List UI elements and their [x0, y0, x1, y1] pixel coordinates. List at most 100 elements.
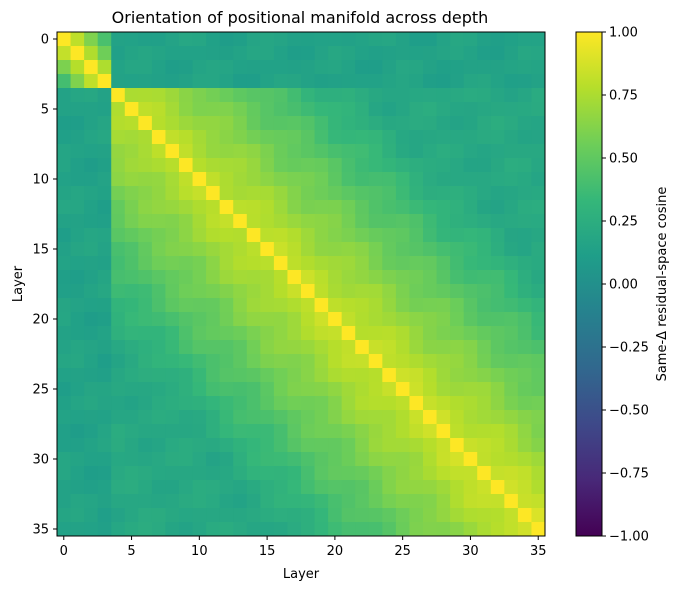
heatmap-cell	[138, 508, 153, 523]
heatmap-cell	[436, 228, 451, 243]
heatmap-cell	[355, 424, 370, 439]
heatmap-cell	[151, 102, 166, 117]
heatmap-cell	[355, 368, 370, 383]
heatmap-cell	[436, 172, 451, 187]
heatmap-cell	[423, 74, 438, 89]
heatmap-cell	[179, 340, 194, 355]
heatmap-cell	[179, 438, 194, 453]
heatmap-cell	[436, 32, 451, 47]
heatmap-cell	[151, 508, 166, 523]
heatmap-cell	[219, 340, 234, 355]
heatmap-cell	[246, 270, 261, 285]
heatmap-cell	[219, 228, 234, 243]
heatmap-cell	[463, 312, 478, 327]
y-tick-label: 15	[32, 243, 49, 258]
heatmap-cell	[233, 354, 248, 369]
heatmap-cell	[138, 46, 153, 61]
heatmap-cell	[517, 60, 532, 75]
heatmap-cell	[233, 452, 248, 467]
heatmap-cell	[179, 130, 194, 145]
heatmap-cell	[287, 410, 302, 425]
heatmap-cell	[504, 256, 519, 271]
heatmap-cell	[138, 270, 153, 285]
heatmap-cell	[341, 522, 356, 537]
heatmap-cell	[477, 326, 492, 341]
heatmap-cell	[517, 228, 532, 243]
heatmap-cell	[517, 284, 532, 299]
heatmap-cell	[423, 424, 438, 439]
heatmap-cell	[138, 144, 153, 159]
heatmap-cell	[517, 312, 532, 327]
heatmap-cell	[192, 88, 207, 103]
heatmap-cell	[490, 158, 505, 173]
heatmap-cell	[233, 186, 248, 201]
heatmap-cell	[57, 228, 72, 243]
heatmap-cell	[111, 200, 126, 215]
heatmap-cell	[165, 116, 180, 131]
heatmap-cell	[477, 102, 492, 117]
heatmap-cell	[395, 480, 410, 495]
heatmap-cell	[165, 494, 180, 509]
heatmap-cell	[436, 312, 451, 327]
heatmap-cell	[246, 102, 261, 117]
heatmap-cell	[165, 60, 180, 75]
heatmap-cell	[273, 242, 288, 257]
heatmap-cell	[179, 312, 194, 327]
heatmap-cell	[287, 424, 302, 439]
heatmap-cell	[382, 480, 397, 495]
heatmap-cell	[57, 116, 72, 131]
heatmap-cell	[151, 424, 166, 439]
heatmap-cell	[463, 438, 478, 453]
heatmap-cell	[179, 214, 194, 229]
heatmap-cell	[301, 382, 316, 397]
heatmap-cell	[314, 438, 329, 453]
heatmap-cell	[287, 438, 302, 453]
heatmap-cell	[84, 396, 99, 411]
heatmap-cell	[314, 522, 329, 537]
heatmap-cell	[233, 368, 248, 383]
heatmap-cell	[84, 228, 99, 243]
heatmap-cell	[84, 88, 99, 103]
heatmap-cell	[328, 32, 343, 47]
heatmap-cell	[368, 382, 383, 397]
heatmap-cell	[165, 424, 180, 439]
heatmap-cell	[355, 172, 370, 187]
heatmap-cell	[409, 284, 424, 299]
heatmap-cell	[165, 158, 180, 173]
heatmap-cell	[355, 340, 370, 355]
heatmap-cell	[219, 130, 234, 145]
heatmap-cell	[490, 298, 505, 313]
heatmap-cell	[463, 410, 478, 425]
heatmap-cell	[490, 144, 505, 159]
heatmap-cell	[219, 298, 234, 313]
heatmap-cell	[57, 382, 72, 397]
heatmap-cell	[151, 410, 166, 425]
heatmap-cell	[463, 46, 478, 61]
heatmap-cell	[84, 340, 99, 355]
heatmap-cell	[517, 116, 532, 131]
heatmap-cell	[97, 144, 112, 159]
heatmap-cell	[233, 312, 248, 327]
heatmap-cell	[490, 172, 505, 187]
heatmap-cell	[124, 88, 139, 103]
heatmap-cell	[138, 214, 153, 229]
heatmap-cell	[490, 368, 505, 383]
heatmap-cell	[504, 186, 519, 201]
heatmap-cell	[314, 88, 329, 103]
heatmap-cell	[84, 284, 99, 299]
heatmap-cell	[246, 130, 261, 145]
heatmap-cell	[70, 396, 85, 411]
heatmap-cell	[531, 522, 546, 537]
heatmap-cell	[382, 424, 397, 439]
heatmap-cell	[409, 410, 424, 425]
heatmap-cell	[111, 354, 126, 369]
heatmap-cell	[246, 522, 261, 537]
heatmap-cell	[463, 368, 478, 383]
heatmap-cell	[219, 102, 234, 117]
heatmap-cell	[490, 60, 505, 75]
heatmap-cell	[273, 158, 288, 173]
heatmap-cell	[531, 214, 546, 229]
heatmap-cell	[246, 508, 261, 523]
heatmap-cell	[463, 522, 478, 537]
heatmap-cell	[368, 424, 383, 439]
